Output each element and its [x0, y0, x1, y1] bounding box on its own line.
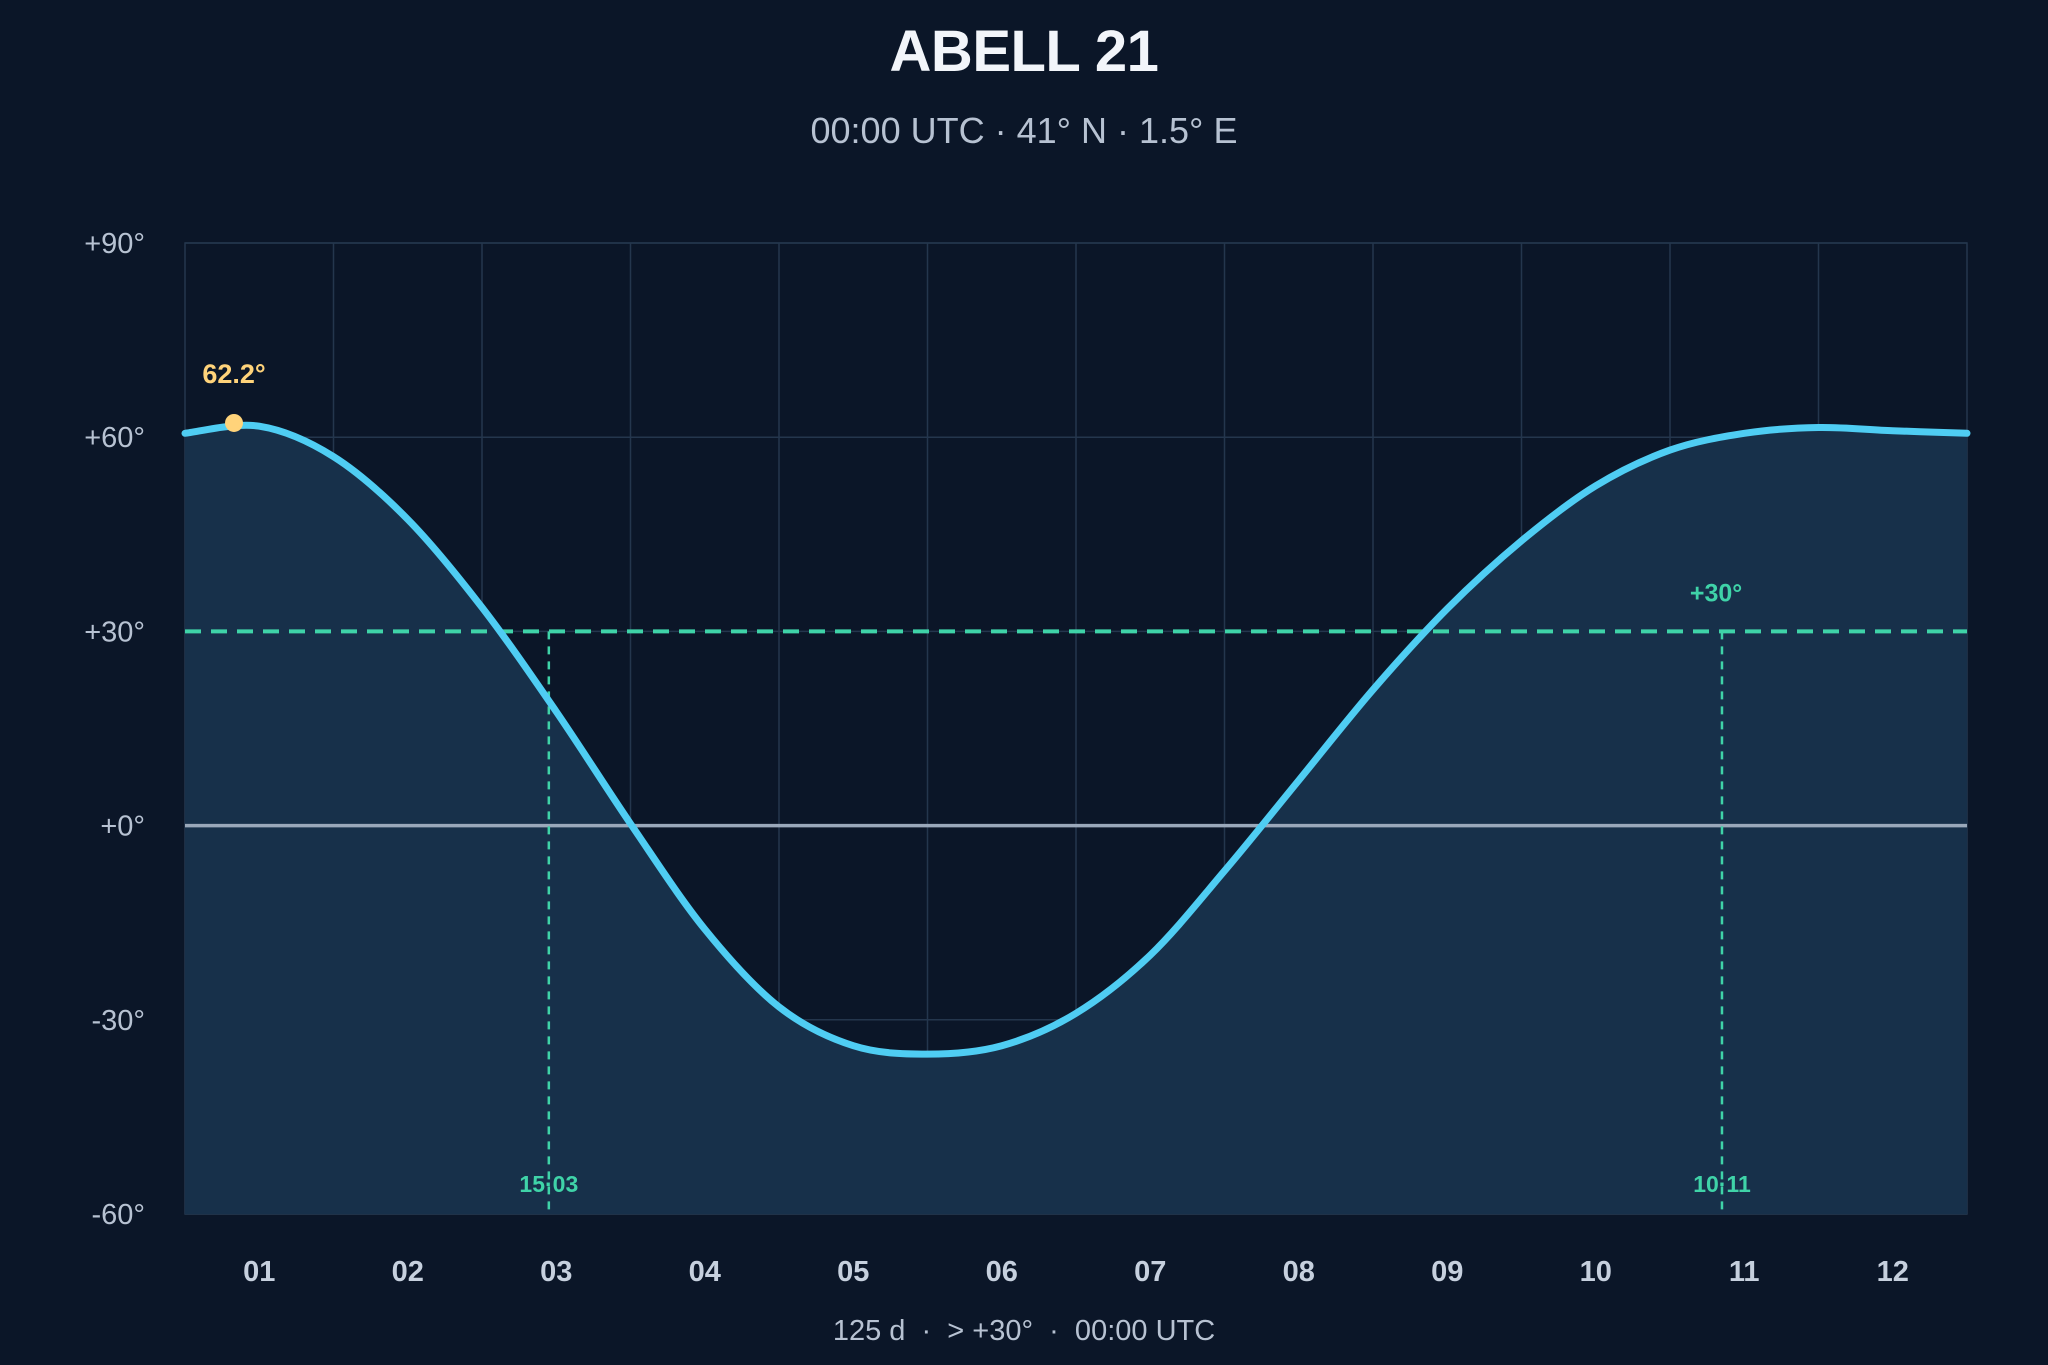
x-tick-label: 08 — [1283, 1256, 1315, 1288]
y-tick-label: +60° — [84, 422, 145, 454]
altitude-curve — [181, 421, 1971, 1058]
threshold-label: +30° — [1690, 579, 1742, 607]
chart-subtitle: 00:00 UTC · 41° N · 1.5° E — [810, 110, 1238, 151]
x-tick-label: 02 — [392, 1256, 424, 1288]
x-tick-label: 06 — [986, 1256, 1018, 1288]
crossing-label-1: 15·03 — [519, 1171, 578, 1197]
x-tick-label: 12 — [1877, 1256, 1909, 1288]
max-altitude-label: 62.2° — [202, 359, 265, 389]
chart-title: ABELL 21 — [889, 19, 1159, 84]
x-tick-label: 11 — [1729, 1256, 1760, 1288]
x-tick-label: 05 — [837, 1256, 869, 1288]
y-tick-label: +90° — [84, 228, 145, 260]
y-tick-label: -30° — [91, 1005, 145, 1037]
altitude-area — [185, 425, 1967, 1214]
x-tick-label: 09 — [1431, 1256, 1463, 1288]
x-tick-label: 07 — [1134, 1256, 1166, 1288]
x-tick-label: 03 — [540, 1256, 572, 1288]
max-altitude-point — [225, 413, 244, 432]
x-tick-label: 04 — [689, 1256, 721, 1288]
y-tick-label: +30° — [84, 616, 145, 648]
y-tick-label: +0° — [100, 811, 145, 843]
x-tick-label: 01 — [243, 1256, 275, 1288]
chart-footer: 125 d · > +30° · 00:00 UTC — [833, 1315, 1215, 1347]
crossing-label-2: 10·11 — [1693, 1171, 1751, 1197]
x-tick-label: 10 — [1580, 1256, 1612, 1288]
y-tick-label: -60° — [91, 1199, 145, 1231]
